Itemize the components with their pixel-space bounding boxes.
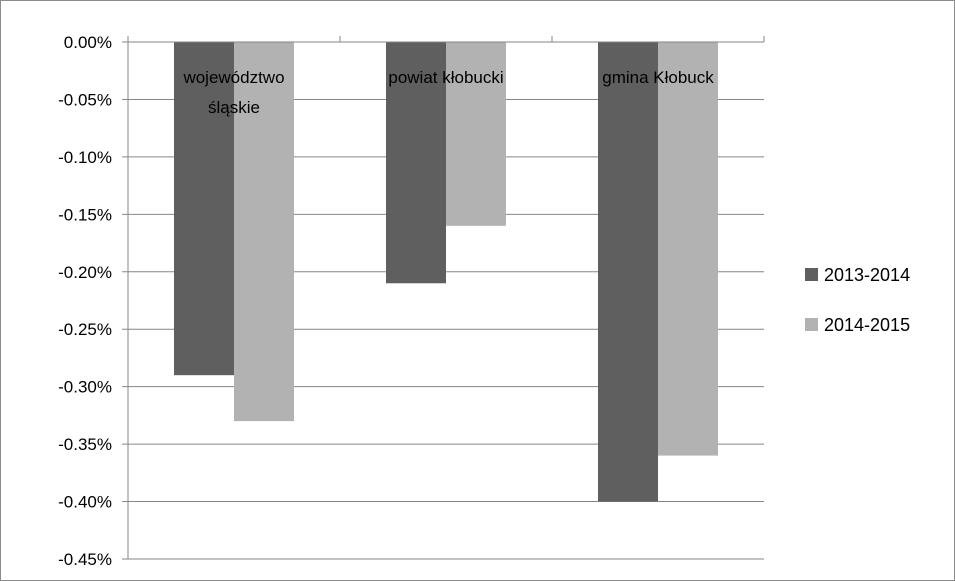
y-tick-label: -0.25%: [58, 320, 112, 339]
category-labels: województwo śląskie powiat kłobucki gmina K…: [182, 68, 714, 117]
bar: [598, 42, 658, 502]
y-tick-label: -0.10%: [58, 148, 112, 167]
y-tick-label: 0.00%: [64, 33, 112, 52]
legend: 2013-2014 2014-2015: [805, 265, 910, 335]
y-tick-labels: 0.00% -0.05% -0.10% -0.15% -0.20% -0.25% -0.30…: [58, 33, 112, 569]
y-tick-label: -0.35%: [58, 435, 112, 454]
legend-label: 2014-2015: [824, 315, 910, 335]
legend-swatch: [805, 318, 818, 331]
legend-swatch: [805, 268, 818, 281]
y-tick-label: -0.05%: [58, 90, 112, 109]
category-label: śląskie: [208, 98, 260, 117]
category-label: gmina Kłobuck: [602, 68, 714, 87]
bar: [386, 42, 446, 284]
y-tick-label: -0.20%: [58, 263, 112, 282]
legend-label: 2013-2014: [824, 265, 910, 285]
category-label: powiat kłobucki: [388, 68, 503, 87]
bar: [234, 42, 294, 422]
y-tick-label: -0.40%: [58, 493, 112, 512]
bar: [174, 42, 234, 376]
y-tick-label: -0.45%: [58, 550, 112, 569]
bars: [174, 42, 718, 502]
y-tick-label: -0.15%: [58, 205, 112, 224]
axes: [122, 36, 765, 560]
y-tick-label: -0.30%: [58, 378, 112, 397]
bar: [658, 42, 718, 456]
bar: [446, 42, 506, 226]
category-label: województwo: [182, 68, 284, 87]
